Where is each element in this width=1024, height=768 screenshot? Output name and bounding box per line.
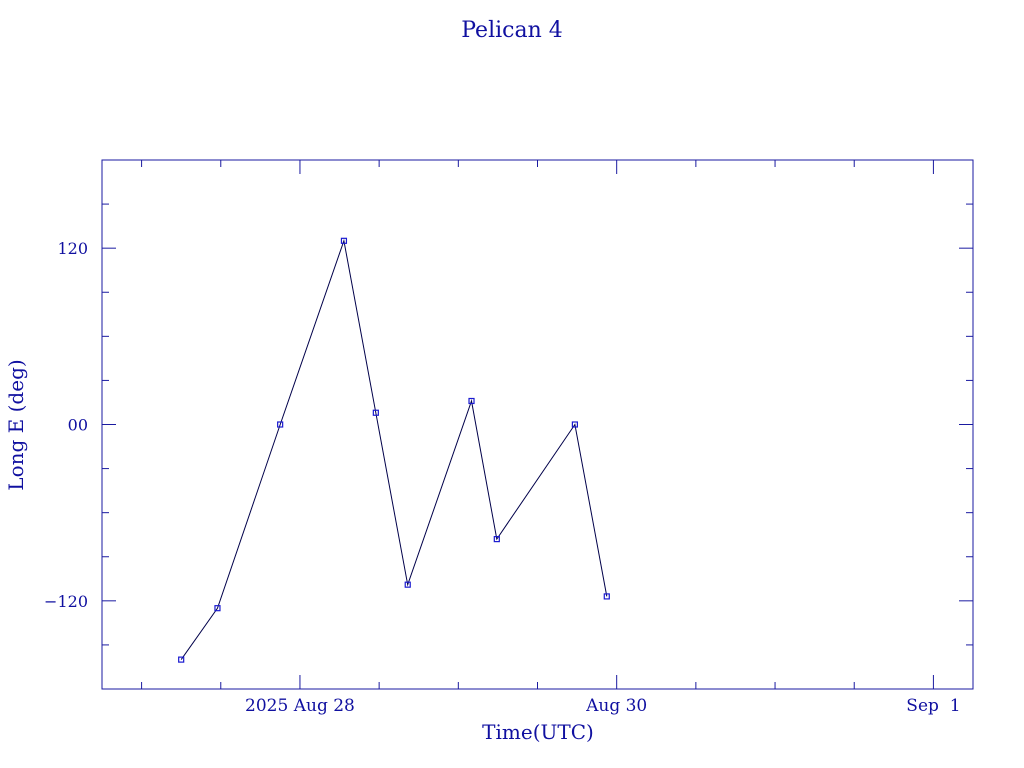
y-tick-label: −120 [44,592,88,611]
data-point-marker [603,593,610,600]
x-tick-label: Sep 1 [906,696,960,716]
data-point-marker [571,421,578,428]
x-tick-label: Aug 30 [585,696,647,716]
x-tick-label: 2025 Aug 28 [245,696,355,716]
series-group [178,237,610,663]
tick-marks [102,160,973,689]
y-axis-label: Long E (deg) [4,359,28,490]
x-axis-label: Time(UTC) [482,720,594,744]
data-point-marker [340,237,348,244]
data-point-marker [493,536,500,543]
plot-frame [101,159,974,690]
y-tick-label: 00 [68,416,88,435]
data-point-marker [404,581,411,588]
data-point-marker [277,421,284,428]
data-point-marker [178,656,185,663]
data-point-marker [468,397,475,405]
series-line [180,238,608,660]
y-tick-label: 120 [57,239,88,258]
data-point-marker [372,409,379,416]
data-point-marker [214,605,221,612]
tick-labels: 120 00 −120 2025 Aug 28 Aug 30 Sep 1 [44,239,960,716]
chart-title: Pelican 4 [461,18,563,43]
